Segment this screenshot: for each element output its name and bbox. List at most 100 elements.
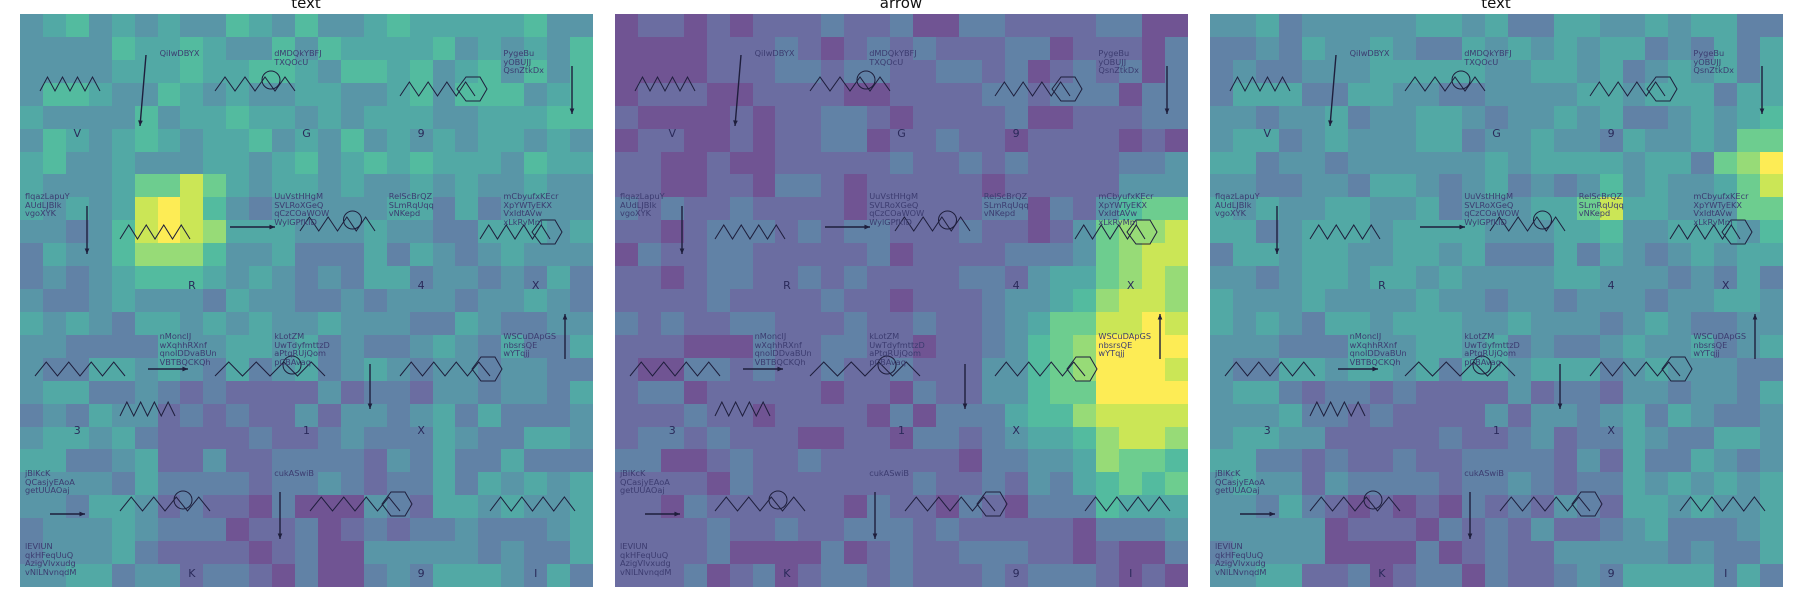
heat-cell xyxy=(203,14,227,37)
heat-cell xyxy=(501,449,525,473)
cell-label: 9 xyxy=(417,127,425,140)
heat-cell xyxy=(42,128,66,152)
heat-cell xyxy=(912,449,936,473)
heat-cell xyxy=(180,518,204,542)
heat-cell xyxy=(272,36,296,60)
heat-cell xyxy=(570,197,593,221)
heat-cell xyxy=(42,380,66,404)
heat-cell xyxy=(88,36,112,60)
heat-cell xyxy=(20,472,43,496)
heat-cell xyxy=(1004,14,1028,37)
molecule-icon xyxy=(1309,496,1401,512)
heat-cell xyxy=(706,426,730,450)
heat-cell xyxy=(157,59,181,83)
heat-cell xyxy=(798,266,822,290)
heat-cell xyxy=(1004,82,1028,106)
heat-cell xyxy=(65,128,89,152)
heat-cell xyxy=(1119,14,1143,37)
heat-cell xyxy=(615,289,638,312)
heat-cell xyxy=(295,36,318,60)
heat-cell xyxy=(660,472,684,496)
heat-cell xyxy=(798,311,822,335)
heat-cell xyxy=(272,174,296,198)
heat-cell xyxy=(821,59,845,83)
heat-cell xyxy=(65,380,89,404)
arrowhead-icon xyxy=(367,403,373,409)
heat-cell xyxy=(1004,220,1028,244)
heat-cell xyxy=(821,174,845,198)
cell-label: 3 xyxy=(1263,424,1271,437)
heat-cell xyxy=(432,82,456,106)
heat-cell xyxy=(272,403,296,427)
heat-cell xyxy=(134,266,158,290)
heat-cell xyxy=(683,82,707,106)
heat-cell xyxy=(478,220,502,244)
heat-cell xyxy=(798,14,822,37)
heat-cell xyxy=(134,289,158,312)
heat-cell xyxy=(134,59,158,83)
heat-cell xyxy=(890,243,913,267)
heat-cell xyxy=(65,151,89,175)
random-text-block: QiIwDBYX xyxy=(159,48,200,58)
heat-cell xyxy=(615,426,638,450)
random-text-block: WSCuDApGS nbsrsQE wYTqjj xyxy=(1693,331,1747,359)
heat-cell xyxy=(660,220,684,244)
heat-cell xyxy=(844,82,868,106)
heat-cell xyxy=(981,289,1005,312)
heat-cell xyxy=(798,334,822,358)
heat-cell xyxy=(272,495,296,519)
heat-cell xyxy=(249,59,273,83)
heat-cell xyxy=(295,426,318,450)
heat-cell xyxy=(844,36,868,60)
heat-cell xyxy=(844,403,868,427)
heat-cell xyxy=(226,518,250,542)
heat-cell xyxy=(409,426,433,450)
heat-cell xyxy=(798,449,822,473)
heat-cell xyxy=(386,105,410,129)
heat-cell xyxy=(134,518,158,542)
heat-cell xyxy=(958,151,982,175)
heat-cell xyxy=(1165,334,1188,358)
heat-cell xyxy=(729,472,753,496)
heat-cell xyxy=(547,82,571,106)
heat-cell xyxy=(317,243,341,267)
heat-cell xyxy=(637,357,661,381)
cell-label: R xyxy=(1378,279,1386,292)
heat-cell xyxy=(455,495,479,519)
heat-cell xyxy=(524,564,548,587)
heat-cell xyxy=(42,14,66,37)
heat-cell xyxy=(570,518,593,542)
heat-cell xyxy=(660,426,684,450)
heat-cell xyxy=(65,426,89,450)
heat-cell xyxy=(1119,472,1143,496)
arrowhead-icon xyxy=(562,314,568,320)
heat-cell xyxy=(821,472,845,496)
heat-cell xyxy=(432,266,456,290)
heat-cell xyxy=(547,174,571,198)
heat-cell xyxy=(501,105,525,129)
heat-cell xyxy=(524,357,548,381)
heat-cell xyxy=(1073,243,1097,267)
heat-cell xyxy=(798,403,822,427)
heat-cell xyxy=(958,403,982,427)
heat-cell xyxy=(88,357,112,381)
heat-cell xyxy=(775,289,799,312)
heat-cell xyxy=(912,334,936,358)
heat-cell xyxy=(249,243,273,267)
cell-label: R xyxy=(188,279,196,292)
heat-cell xyxy=(1050,357,1074,381)
heat-cell xyxy=(432,403,456,427)
heat-cell xyxy=(1119,449,1143,473)
heat-cell xyxy=(272,311,296,335)
heat-cell xyxy=(660,151,684,175)
heat-cell xyxy=(42,243,66,267)
heat-cell xyxy=(547,449,571,473)
heat-cell xyxy=(958,266,982,290)
heat-cell xyxy=(65,403,89,427)
heat-cell xyxy=(912,220,936,244)
heat-cell xyxy=(111,14,135,37)
heat-cell xyxy=(180,472,204,496)
heat-cell xyxy=(1073,59,1097,83)
heat-cell xyxy=(1119,128,1143,152)
attention-heatmap xyxy=(615,14,1188,587)
